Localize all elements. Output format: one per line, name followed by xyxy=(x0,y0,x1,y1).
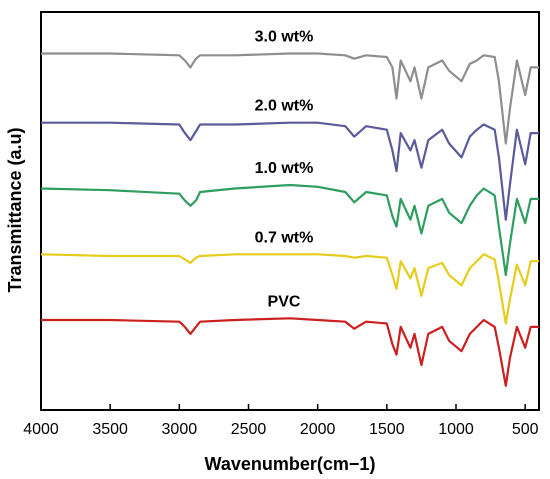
series-label: 0.7 wt% xyxy=(255,229,314,246)
x-tick-label: 1500 xyxy=(369,421,405,438)
series-lines xyxy=(40,52,539,387)
x-axis-tick-labels: 4000 3500 3000 2500 2000 1500 1000 500 xyxy=(23,421,538,438)
series-line xyxy=(41,52,539,145)
x-tick-label: 500 xyxy=(512,421,539,438)
plot-frame xyxy=(40,11,540,411)
series-label: 3.0 wt% xyxy=(255,29,314,46)
x-tick-label: 2500 xyxy=(231,421,267,438)
series-labels: 3.0 wt% 2.0 wt% 1.0 wt% 0.7 wt% PVC xyxy=(255,29,314,311)
series-label: PVC xyxy=(268,293,301,310)
series-label: 2.0 wt% xyxy=(255,98,314,115)
series-line xyxy=(41,317,539,387)
series-line xyxy=(40,253,539,325)
x-tick-label: 3000 xyxy=(162,421,198,438)
series-line xyxy=(40,183,539,277)
x-tick-label: 2000 xyxy=(300,421,336,438)
series-line xyxy=(41,121,539,221)
x-tick-label: 3500 xyxy=(92,421,128,438)
x-tick-label: 4000 xyxy=(23,421,59,438)
y-axis-label: Transmittance (a.u) xyxy=(5,127,25,292)
x-axis-label: Wavenumber(cm−1) xyxy=(205,454,376,474)
x-tick-label: 1000 xyxy=(438,421,474,438)
x-axis-ticks xyxy=(40,404,526,410)
series-label: 1.0 wt% xyxy=(255,160,314,177)
